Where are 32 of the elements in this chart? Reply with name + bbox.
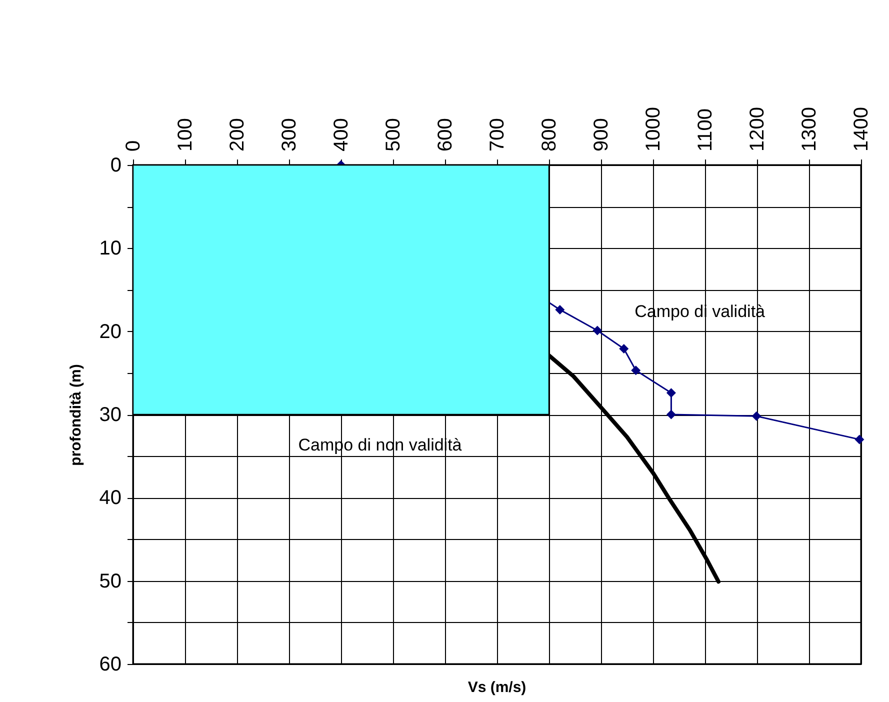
y-tick-label: 30 [99,404,122,426]
x-tick-label: 1100 [694,108,716,152]
point [555,304,565,314]
y-axis-title: profondità (m) [67,364,84,466]
point [619,344,629,354]
point [666,410,676,420]
x-tick-label: 200 [226,118,248,152]
point [854,434,864,444]
x-tick-label: 800 [538,118,560,152]
y-tick-label: 10 [99,238,122,260]
x-tick-label: 500 [382,118,404,152]
point [631,366,641,376]
x-tick-label: 600 [434,118,456,152]
x-tick-label: 100 [174,118,196,152]
y-tick-label: 50 [99,570,122,592]
y-tick-label: 0 [110,154,122,176]
point [592,326,602,336]
x-tick-label: 1300 [798,107,820,152]
point [666,388,676,398]
x-tick-label: 1000 [642,107,664,152]
point [752,411,762,421]
x-tick-label: 900 [590,118,612,152]
x-axis-title: Vs (m/s) [468,679,526,696]
x-tick-label: 0 [122,140,144,152]
y-tick-label: 60 [99,654,122,676]
x-tick-label: 400 [330,118,352,152]
x-tick-label: 1200 [746,107,768,152]
x-tick-label: 1400 [850,107,872,152]
x-tick-label: 300 [278,118,300,152]
x-tick-label: 700 [486,118,508,152]
y-tick-label: 20 [99,320,122,343]
y-tick-label: 40 [99,487,122,510]
